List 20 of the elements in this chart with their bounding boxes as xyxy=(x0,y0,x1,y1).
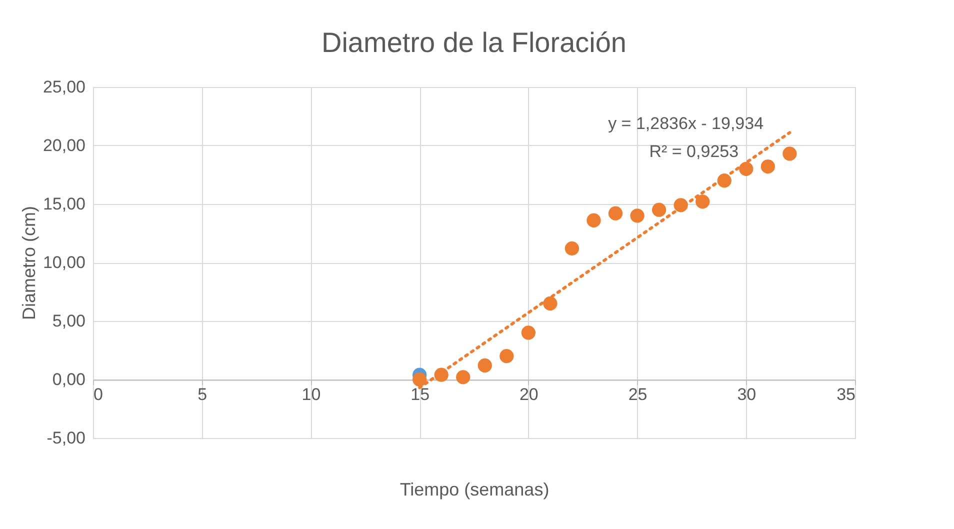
x-tick-label: 5 xyxy=(198,385,208,404)
x-tick-label: 35 xyxy=(836,385,856,404)
x-tick-label: 15 xyxy=(410,385,430,404)
y-axis-title: Diametro (cm) xyxy=(18,206,39,320)
y-tick-label: 5,00 xyxy=(52,312,86,330)
x-tick-label: 0 xyxy=(94,385,103,404)
y-tick-label: 20,00 xyxy=(42,136,86,155)
y-tick-label: 25,00 xyxy=(42,78,86,96)
y-tick-label: 0,00 xyxy=(52,370,86,389)
x-tick-label: 10 xyxy=(302,385,321,404)
x-tick-label: 30 xyxy=(737,385,756,404)
annotation: R² = 0,9253 xyxy=(649,142,739,161)
y-tick-label: 10,00 xyxy=(42,253,86,272)
x-tick-label: 25 xyxy=(628,385,648,404)
annotation: y = 1,2836x - 19,934 xyxy=(608,114,764,133)
x-tick-label: 20 xyxy=(519,385,538,404)
y-tick-label: 15,00 xyxy=(42,194,86,214)
x-axis-title: Tiempo (semanas) xyxy=(400,480,550,500)
y-tick-label: -5,00 xyxy=(46,428,86,448)
chart-title: Diametro de la Floración xyxy=(321,27,627,58)
